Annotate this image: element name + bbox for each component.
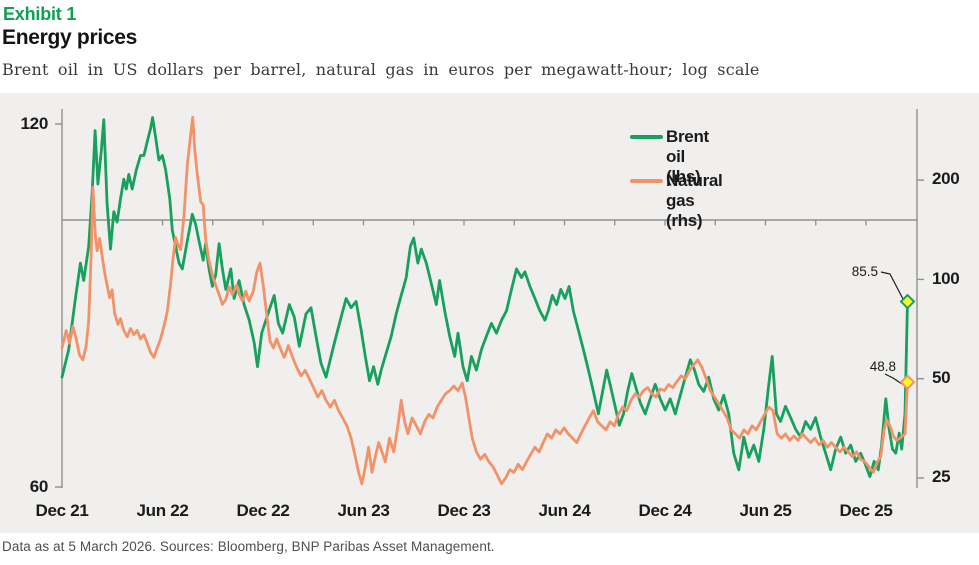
x-axis-label-jun-25: Jun 25 (739, 501, 792, 520)
x-axis-label-jun-22: Jun 22 (136, 501, 189, 520)
right-axis-label-50: 50 (932, 368, 951, 387)
annotation-brent-value: 85.5 (851, 264, 878, 279)
exhibit-label: Exhibit 1 (3, 4, 77, 24)
left-axis-label-60: 60 (29, 477, 49, 496)
series-lines (60, 115, 909, 486)
gas-legend-label: Natural gas (rhs) (666, 171, 723, 230)
brent-legend-label: Brent oil (lhs) (666, 127, 709, 186)
right-axis-label-200: 200 (932, 169, 960, 188)
x-axis-label-jun-24: Jun 24 (538, 501, 591, 520)
callout-line-brent (880, 271, 904, 300)
annotation-callout-lines (880, 271, 904, 385)
axis-lines (55, 109, 918, 488)
x-axis-label-dec-23: Dec 23 (437, 501, 491, 520)
x-axis-label-dec-22: Dec 22 (236, 501, 290, 520)
series-line-gas (60, 115, 909, 486)
quarterly-tick-marks (111, 220, 867, 226)
source-note: Data as at 5 March 2026. Sources: Bloomb… (2, 539, 495, 554)
annotation-gas-value: 48.8 (869, 359, 896, 374)
series-line-brent (60, 116, 909, 479)
end-marker-brent (899, 293, 916, 310)
chart-panel (0, 93, 979, 533)
page-title: Energy prices (2, 26, 137, 49)
callout-line-gas (884, 373, 903, 385)
end-marker-gas (899, 374, 916, 391)
x-axis-label-dec-24: Dec 24 (638, 501, 692, 520)
right-axis-label-25: 25 (932, 467, 951, 486)
brent-legend-swatch (630, 135, 663, 139)
x-axis-label-dec-25: Dec 25 (839, 501, 893, 520)
right-axis-label-100: 100 (932, 269, 960, 288)
gas-legend-swatch (630, 179, 663, 183)
x-axis-label-dec-21: Dec 21 (35, 501, 89, 520)
x-axis-label-jun-23: Jun 23 (337, 501, 390, 520)
left-axis-label-120: 120 (20, 114, 49, 133)
end-point-markers (899, 293, 916, 391)
chart-subtitle: Brent oil in US dollars per barrel, natu… (2, 60, 760, 79)
right-axis-ticks (917, 179, 924, 479)
